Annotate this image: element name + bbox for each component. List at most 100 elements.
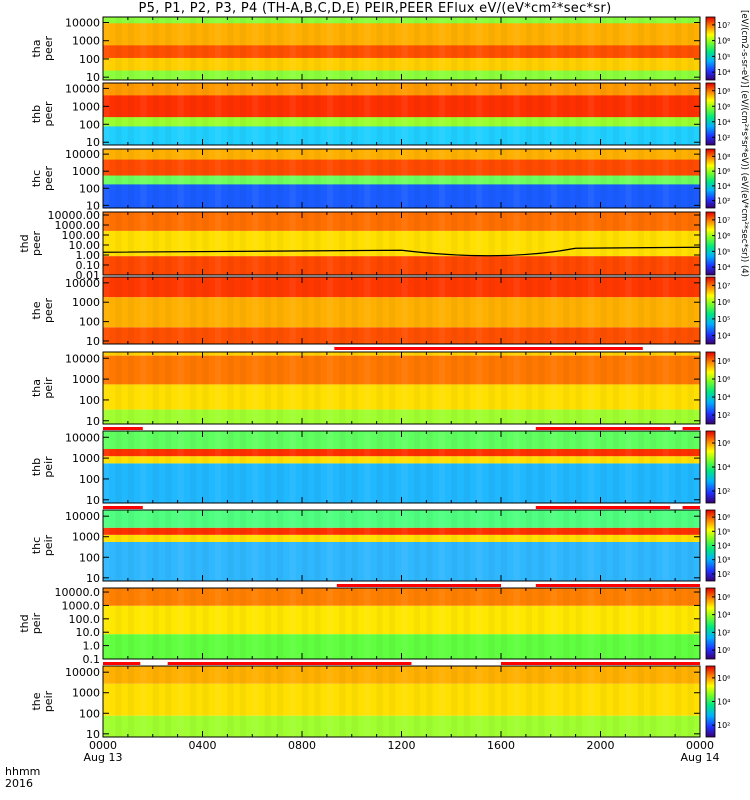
- texture-stripe: [214, 212, 222, 275]
- texture-stripe: [625, 666, 632, 737]
- x-tick-label: 0800: [288, 739, 316, 752]
- texture-stripe: [438, 666, 446, 737]
- y-tick-label: 10.0: [76, 626, 101, 639]
- texture-stripe: [128, 149, 134, 208]
- texture-stripe: [352, 510, 358, 581]
- y-tick-label: 100: [79, 316, 100, 329]
- texture-stripe: [625, 149, 632, 208]
- texture-stripe: [227, 510, 233, 581]
- texture-stripe: [489, 666, 495, 737]
- colorbar-tick-label: 10⁸: [717, 87, 730, 96]
- colorbar-tick-label: 10⁴: [717, 393, 730, 402]
- texture-stripe: [326, 666, 334, 737]
- spectrogram-band: [103, 666, 700, 684]
- texture-stripe: [476, 212, 483, 275]
- texture-stripe: [314, 588, 320, 659]
- y-axis-label-line: thb: [30, 458, 43, 476]
- texture-stripe: [140, 431, 147, 503]
- colorbar-tick-label: 10⁶: [717, 232, 730, 241]
- x-date-label: Aug 14: [681, 751, 720, 764]
- texture-stripe: [476, 149, 483, 208]
- texture-stripe: [476, 666, 483, 737]
- texture-stripe: [401, 510, 408, 581]
- texture-stripe: [451, 666, 457, 737]
- y-axis-label: thepeir: [30, 690, 55, 712]
- texture-stripe: [513, 352, 520, 424]
- spectrogram-band: [103, 510, 700, 528]
- texture-stripe: [277, 352, 283, 424]
- texture-stripe: [538, 510, 544, 581]
- texture-stripe: [203, 17, 209, 80]
- texture-stripe: [451, 17, 457, 80]
- texture-stripe: [252, 352, 259, 424]
- texture-stripe: [625, 510, 632, 581]
- x-date-label: Aug 13: [84, 751, 123, 764]
- texture-stripe: [214, 588, 222, 659]
- y-tick-label: 10000: [65, 431, 100, 444]
- mode-bar-segment: [501, 662, 700, 665]
- texture-stripe: [214, 666, 222, 737]
- texture-stripe: [240, 352, 246, 424]
- texture-stripe: [389, 431, 395, 503]
- texture-stripe: [501, 352, 507, 424]
- y-tick-label: 0.01: [76, 269, 101, 282]
- colorbar-tick-label: 10⁶: [717, 593, 730, 602]
- texture-stripe: [414, 510, 420, 581]
- texture-stripe: [203, 149, 209, 208]
- texture-stripe: [364, 588, 371, 659]
- texture-stripe: [675, 149, 681, 208]
- y-axis-label-line: peer: [30, 231, 43, 257]
- texture-stripe: [103, 352, 110, 424]
- texture-stripe: [277, 277, 283, 344]
- y-axis-label-line: thd: [18, 614, 31, 632]
- texture-stripe: [377, 588, 383, 659]
- spectrogram-band: [103, 92, 700, 118]
- colorbar-tick-label: 10⁸: [717, 152, 730, 161]
- texture-stripe: [214, 352, 222, 424]
- texture-stripe: [177, 431, 184, 503]
- texture-stripe: [128, 510, 134, 581]
- texture-stripe: [277, 666, 283, 737]
- texture-stripe: [240, 83, 246, 145]
- texture-stripe: [339, 17, 345, 80]
- texture-stripe: [190, 17, 196, 80]
- texture-stripe: [277, 431, 283, 503]
- texture-stripe: [576, 83, 582, 145]
- texture-stripe: [265, 510, 271, 581]
- texture-stripe: [538, 666, 544, 737]
- texture-stripe: [190, 431, 196, 503]
- texture-stripe: [377, 212, 383, 275]
- texture-stripe: [364, 149, 371, 208]
- texture-stripe: [638, 588, 644, 659]
- texture-stripe: [675, 17, 681, 80]
- time-axis-units: hhmm 2016: [5, 766, 40, 790]
- texture-stripe: [339, 510, 345, 581]
- texture-stripe: [688, 277, 694, 344]
- texture-stripe: [214, 83, 222, 145]
- texture-stripe: [326, 149, 334, 208]
- texture-stripe: [601, 212, 607, 275]
- texture-stripe: [563, 588, 569, 659]
- texture-stripe: [662, 277, 669, 344]
- texture-stripe: [563, 149, 569, 208]
- texture-stripe: [289, 510, 296, 581]
- spectrogram-band: [103, 541, 700, 581]
- y-tick-label: 100: [79, 53, 100, 66]
- spectrogram-panel-tha-peir: 10 100 1000 10000 thapeir 10² 10⁴ 10⁶ 10⁸: [30, 351, 730, 428]
- texture-stripe: [140, 588, 147, 659]
- texture-stripe: [289, 588, 296, 659]
- colorbar: [705, 276, 716, 345]
- y-axis-label-line: peir: [42, 690, 55, 712]
- texture-stripe: [214, 17, 222, 80]
- texture-stripe: [240, 588, 246, 659]
- texture-stripe: [103, 83, 110, 145]
- texture-stripe: [625, 352, 632, 424]
- colorbar-title: [eV/(cm2-s-sr-eV)] (eV/(cm²*s*sr*eV)) (e…: [739, 10, 749, 277]
- texture-stripe: [153, 431, 159, 503]
- y-tick-label: 10: [86, 415, 100, 428]
- texture-stripe: [638, 83, 644, 145]
- texture-stripe: [438, 83, 446, 145]
- texture-stripe: [401, 352, 408, 424]
- texture-stripe: [625, 83, 632, 145]
- texture-stripe: [675, 588, 681, 659]
